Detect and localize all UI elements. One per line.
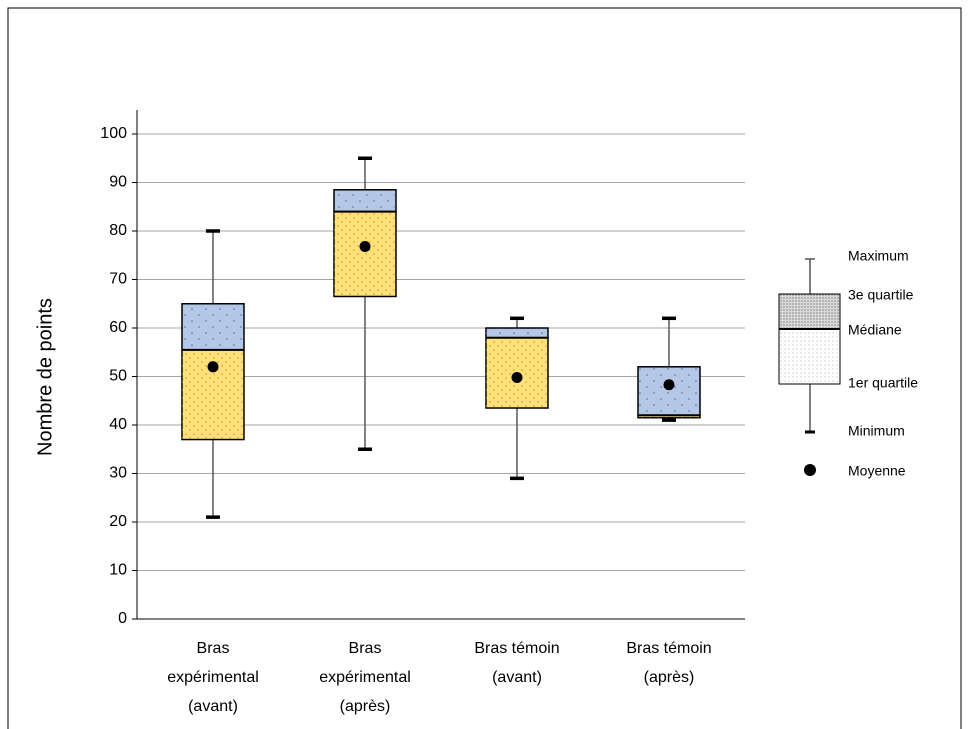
legend: Maximum 3e quartile Médiane 1er quartile… [778, 248, 918, 479]
upper-box-dots [182, 303, 244, 350]
mean-dot [663, 379, 675, 391]
y-tick-label: 100 [100, 125, 127, 142]
y-tick-label: 0 [118, 610, 127, 627]
y-tick-label: 80 [109, 222, 127, 239]
y-tick-label: 10 [109, 562, 127, 579]
y-tick-label: 40 [109, 416, 127, 433]
x-tick-label: expérimental [167, 669, 259, 686]
y-axis-title: Nombre de points [34, 298, 56, 456]
y-tick-label: 60 [109, 319, 127, 336]
mean-dot [359, 241, 371, 253]
legend-label: Maximum [848, 248, 909, 264]
legend-upper-box [778, 293, 841, 330]
legend-label: Minimum [848, 423, 905, 439]
x-tick-label: Bras témoin [474, 640, 559, 657]
x-tick-label: Bras témoin [626, 640, 711, 657]
upper-box-dots [638, 366, 700, 416]
x-tick-label: Bras [349, 640, 382, 657]
x-tick-label: (avant) [188, 698, 238, 715]
y-tick-label: 30 [109, 465, 127, 482]
y-tick-label: 50 [109, 368, 127, 385]
legend-label: Médiane [848, 322, 902, 338]
upper-box-dots [334, 189, 396, 212]
x-tick-label: expérimental [319, 669, 411, 686]
upper-box-dots [486, 328, 548, 338]
x-tick-label: Bras [197, 640, 230, 657]
legend-label: 3e quartile [848, 287, 914, 303]
x-tick-label: (après) [340, 698, 391, 715]
y-tick-label: 90 [109, 174, 127, 191]
y-tick-label: 70 [109, 271, 127, 288]
lower-box-dots [638, 415, 700, 418]
y-tick-label: 20 [109, 513, 127, 530]
legend-label: Moyenne [848, 463, 906, 479]
x-tick-label: (avant) [492, 669, 542, 686]
mean-dot [207, 361, 219, 373]
mean-dot [511, 371, 523, 383]
lower-box-dots [334, 211, 396, 297]
legend-label: 1er quartile [848, 375, 918, 391]
frame [7, 7, 962, 729]
legend-lower-box [778, 328, 841, 385]
x-tick-label: (après) [644, 669, 695, 686]
legend-mean [804, 464, 816, 476]
